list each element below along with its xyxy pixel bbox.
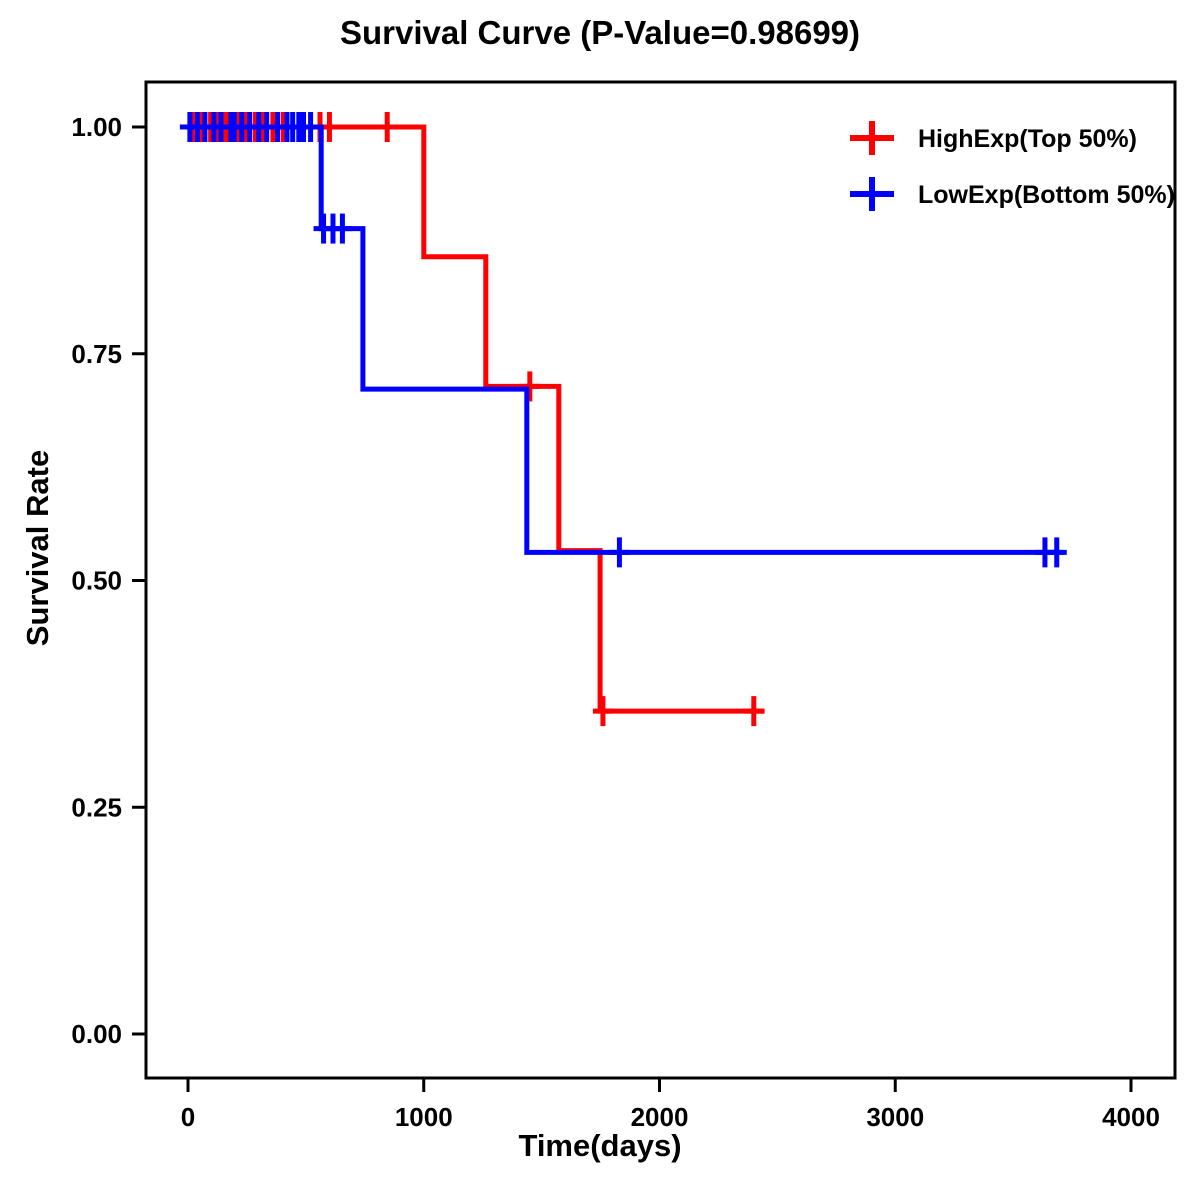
censor-mark — [609, 537, 630, 568]
censor-mark — [743, 696, 764, 727]
chart-legend: HighExp(Top 50%) LowExp(Bottom 50%) — [850, 121, 1175, 211]
plot-frame — [144, 80, 1177, 1080]
censor-mark — [1046, 537, 1067, 568]
y-axis-ticks: 0.00 0.25 0.50 0.75 1.00 — [71, 112, 146, 1049]
series-layer — [179, 112, 1067, 727]
x-tick-label: 4000 — [1102, 1102, 1160, 1132]
legend-label: HighExp(Top 50%) — [918, 125, 1137, 153]
step-line — [188, 124, 765, 714]
chart-title: Survival Curve (P-Value=0.98699) — [339, 14, 861, 51]
series-lowexp-bottom-50 — [179, 112, 1067, 568]
step-line — [188, 124, 1064, 555]
x-axis-label: Time(days) — [518, 1128, 682, 1163]
legend-entry: LowExp(Bottom 50%) — [850, 177, 1175, 211]
x-tick-label: 3000 — [866, 1102, 924, 1132]
censor-mark — [592, 696, 613, 727]
legend-label: LowExp(Bottom 50%) — [918, 181, 1175, 209]
censor-mark — [300, 112, 321, 142]
y-tick-label: 0.00 — [71, 1019, 122, 1049]
censor-mark — [332, 213, 353, 244]
y-tick-label: 1.00 — [71, 112, 122, 142]
y-tick-label: 0.75 — [71, 339, 122, 369]
x-tick-label: 1000 — [395, 1102, 453, 1132]
censor-mark — [519, 371, 540, 402]
y-tick-label: 0.50 — [71, 566, 122, 596]
series-highexp-top-50 — [182, 112, 765, 727]
legend-entry: HighExp(Top 50%) — [850, 121, 1137, 155]
censor-mark — [377, 112, 398, 142]
x-axis-ticks: 0 1000 2000 3000 4000 — [181, 1078, 1160, 1132]
x-tick-label: 0 — [181, 1102, 195, 1132]
y-tick-label: 0.25 — [71, 792, 122, 822]
axis-frame — [144, 80, 1177, 1080]
x-tick-label: 2000 — [631, 1102, 689, 1132]
